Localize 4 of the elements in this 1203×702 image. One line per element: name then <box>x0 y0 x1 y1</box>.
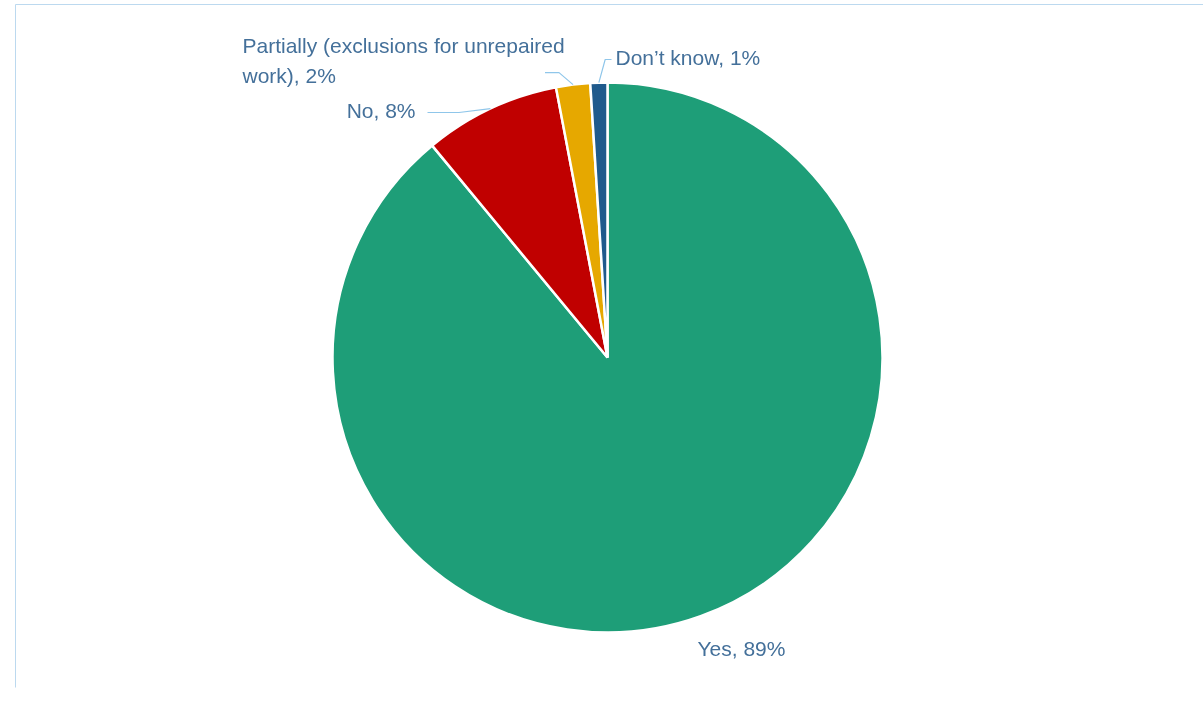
slice-label: No, 8% <box>346 99 416 122</box>
slice-label: Don’t know, 1% <box>615 46 761 69</box>
slice-label: Partially (exclusions for unrepaired work), 2% <box>241 34 565 87</box>
slice-label: Yes, 89% <box>697 637 786 660</box>
